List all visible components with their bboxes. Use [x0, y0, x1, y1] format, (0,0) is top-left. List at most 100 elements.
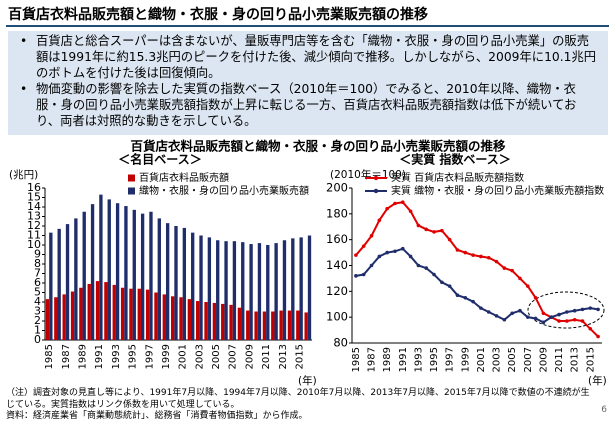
y-tick-label: 180 [326, 206, 348, 220]
x-tick-label: 2001 [178, 344, 189, 369]
legend-swatch [128, 187, 135, 195]
y-tick-label: 7 [34, 267, 41, 280]
point [385, 206, 389, 211]
bar [137, 288, 141, 340]
y-tick-label: 160 [326, 232, 348, 246]
x-tick-label: 2013 [570, 347, 581, 372]
point [447, 284, 452, 288]
x-tick-label: 2015 [585, 347, 596, 372]
y-tick-label: 80 [333, 336, 348, 350]
y-tick-label: 9 [34, 248, 41, 261]
point [588, 326, 593, 331]
x-tick-label: 1999 [460, 347, 471, 372]
point [510, 311, 514, 316]
legend-marker [373, 175, 379, 181]
point [557, 319, 561, 323]
bar [296, 310, 300, 340]
x-tick-label: 1985 [44, 344, 55, 369]
bar [107, 199, 111, 340]
x-tick-label: 1989 [78, 344, 89, 369]
y-axis-label: (兆円) [9, 169, 38, 181]
y-tick-label: 12 [27, 219, 41, 232]
bar [274, 243, 278, 340]
bar [216, 240, 220, 340]
point [463, 295, 468, 300]
bar [115, 203, 120, 340]
point [580, 319, 585, 323]
x-tick-label: 2009 [244, 344, 255, 369]
bar [254, 311, 258, 340]
bar [62, 294, 66, 340]
x-tick-label: 2015 [294, 344, 305, 369]
point [455, 293, 460, 298]
bar [74, 218, 78, 340]
bar [179, 297, 183, 340]
x-tick-label: 2007 [523, 347, 534, 372]
point [354, 253, 358, 257]
highlight-ellipse [527, 291, 605, 329]
bar [129, 288, 133, 340]
point [471, 299, 475, 304]
y-tick-label: 11 [27, 229, 41, 242]
x-tick-label: 2003 [492, 347, 503, 372]
point [533, 316, 538, 321]
point [424, 266, 429, 270]
y-tick-label: 0 [34, 333, 41, 346]
x-tick-label: 2001 [476, 347, 487, 372]
bar [154, 292, 158, 340]
bar [87, 283, 91, 340]
point [565, 310, 569, 314]
bullet-box: 百貨店と総合スーパーは含まないが、量販専門店等を含む「織物・衣服・身の回り品小売… [8, 31, 608, 135]
bar [307, 235, 312, 340]
y-tick-label: 1 [34, 324, 41, 337]
y-tick-label: 13 [27, 210, 41, 223]
point [479, 306, 483, 310]
point [400, 246, 405, 251]
legend-label: 織物・衣服・身の回り品小売業販売額 [139, 184, 309, 197]
point [393, 201, 397, 206]
bar [49, 232, 53, 340]
bar [132, 209, 136, 340]
point [416, 263, 421, 268]
y-tick-label: 2 [34, 314, 41, 327]
y-tick-label: 200 [326, 181, 348, 195]
bar [249, 244, 253, 340]
point [369, 263, 374, 268]
legend-label: 実質 百貨店衣料品販売額指数 [391, 171, 524, 184]
bar [165, 223, 170, 340]
bar [207, 237, 212, 340]
x-tick-label: 2013 [278, 344, 289, 369]
point [502, 266, 507, 270]
y-tick-label: 5 [34, 286, 41, 299]
x-tick-label: 1987 [61, 344, 72, 369]
point [424, 227, 429, 232]
y-tick-label: 4 [34, 295, 41, 308]
bullet: 百貨店と総合スーパーは含まないが、量販専門店等を含む「織物・衣服・身の回り品小売… [18, 33, 598, 81]
point [510, 268, 514, 273]
y-tick-label: 6 [34, 276, 41, 289]
x-tick-label: 2011 [261, 344, 272, 369]
bar [212, 302, 217, 340]
point [494, 259, 499, 264]
note: 資料：経済産業省「商業動態統計」、総務省「消費者物価指数」から作成。 [6, 411, 308, 421]
x-tick-label: 1997 [445, 347, 456, 372]
bar [170, 296, 175, 340]
bar [45, 299, 50, 340]
bar [224, 241, 228, 340]
bar [90, 204, 95, 340]
slide-title: 百貨店衣料品販売額と織物・衣服・身の回り品小売業販売額の推移 [8, 7, 428, 23]
bar [149, 211, 153, 340]
point [377, 254, 382, 259]
y-tick-label: 10 [27, 238, 41, 251]
bar [196, 301, 200, 340]
x-tick-label: 2007 [228, 344, 239, 369]
point [494, 314, 499, 318]
bar [162, 294, 166, 340]
bar [57, 228, 61, 340]
bar [157, 218, 161, 340]
bar [291, 238, 295, 340]
bar [304, 312, 308, 340]
point [502, 317, 507, 322]
bar [204, 302, 208, 340]
